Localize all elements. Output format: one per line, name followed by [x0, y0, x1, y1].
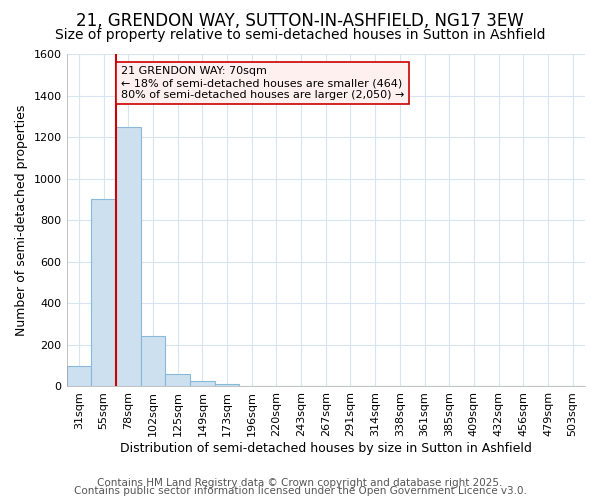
Bar — [67, 366, 91, 386]
Text: Contains public sector information licensed under the Open Government Licence v3: Contains public sector information licen… — [74, 486, 526, 496]
Y-axis label: Number of semi-detached properties: Number of semi-detached properties — [15, 104, 28, 336]
Bar — [165, 374, 190, 386]
Bar — [140, 336, 165, 386]
Bar — [116, 126, 140, 386]
Bar — [190, 382, 215, 386]
Bar — [91, 200, 116, 386]
X-axis label: Distribution of semi-detached houses by size in Sutton in Ashfield: Distribution of semi-detached houses by … — [120, 442, 532, 455]
Text: 21 GRENDON WAY: 70sqm
← 18% of semi-detached houses are smaller (464)
80% of sem: 21 GRENDON WAY: 70sqm ← 18% of semi-deta… — [121, 66, 404, 100]
Bar — [215, 384, 239, 386]
Text: 21, GRENDON WAY, SUTTON-IN-ASHFIELD, NG17 3EW: 21, GRENDON WAY, SUTTON-IN-ASHFIELD, NG1… — [76, 12, 524, 30]
Text: Contains HM Land Registry data © Crown copyright and database right 2025.: Contains HM Land Registry data © Crown c… — [97, 478, 503, 488]
Text: Size of property relative to semi-detached houses in Sutton in Ashfield: Size of property relative to semi-detach… — [55, 28, 545, 42]
